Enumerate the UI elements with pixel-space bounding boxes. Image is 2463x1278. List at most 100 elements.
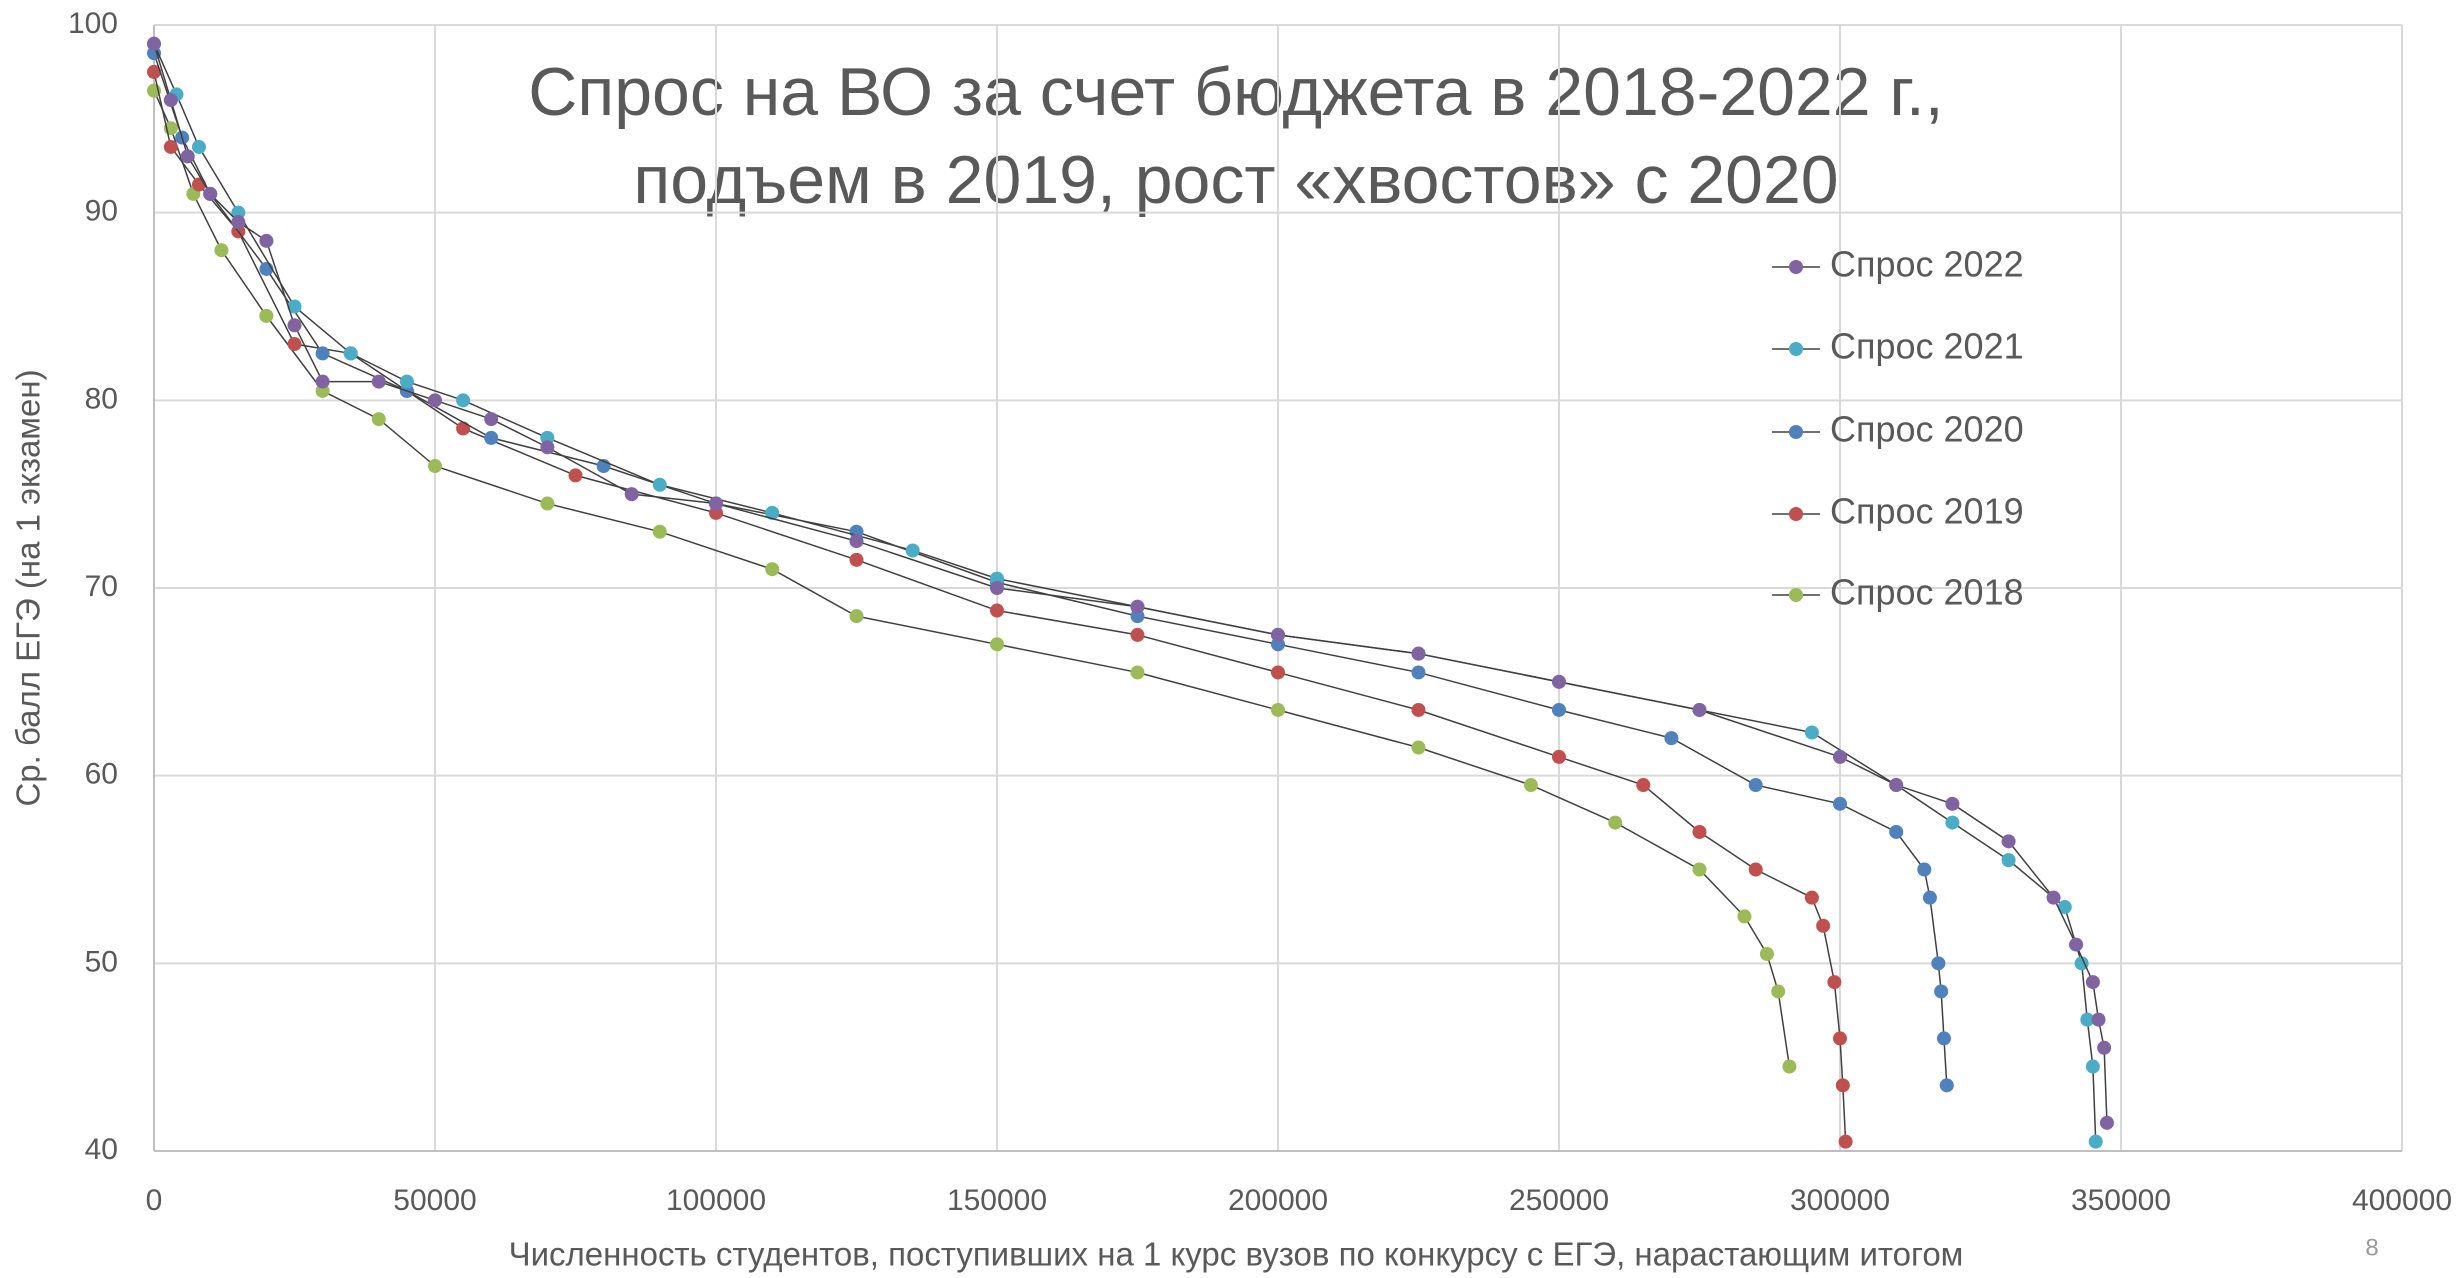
data-point xyxy=(1552,674,1566,689)
data-point xyxy=(147,64,161,79)
data-point xyxy=(2099,1115,2114,1130)
data-point xyxy=(484,412,499,427)
data-point xyxy=(849,534,864,549)
data-point xyxy=(1936,1031,1951,1046)
data-point xyxy=(2074,956,2089,971)
data-point xyxy=(315,346,330,361)
data-point xyxy=(1692,702,1707,717)
data-point xyxy=(259,308,274,323)
data-point xyxy=(428,393,442,408)
legend-marker xyxy=(1789,588,1803,602)
data-point xyxy=(1608,815,1623,830)
y-tick-label: 90 xyxy=(85,195,118,228)
y-tick-label: 50 xyxy=(85,945,118,978)
data-point xyxy=(2069,937,2084,952)
data-point xyxy=(371,374,386,389)
data-point xyxy=(849,552,864,567)
y-tick-label: 100 xyxy=(68,7,118,40)
data-point xyxy=(1411,702,1426,717)
data-point xyxy=(1737,909,1752,924)
data-point xyxy=(1552,749,1566,764)
data-point xyxy=(1692,862,1707,877)
data-point xyxy=(1804,725,1819,740)
x-tick-label: 150000 xyxy=(947,1184,1047,1217)
data-point xyxy=(1833,1031,1847,1046)
page-number: 8 xyxy=(2365,1234,2378,1261)
x-tick-label: 300000 xyxy=(1790,1184,1890,1217)
data-point xyxy=(1827,975,1842,990)
data-point xyxy=(1835,1078,1850,1093)
data-point xyxy=(1759,946,1774,961)
data-point xyxy=(1934,984,1949,999)
data-point xyxy=(191,139,206,154)
data-point xyxy=(1939,1078,1954,1093)
data-point xyxy=(1130,627,1145,642)
data-point xyxy=(163,139,178,154)
data-point xyxy=(990,581,1004,595)
data-point xyxy=(1271,627,1285,642)
data-point xyxy=(1271,702,1285,717)
legend-marker xyxy=(1789,425,1803,439)
data-point xyxy=(624,487,639,502)
data-point xyxy=(1922,890,1937,905)
data-point xyxy=(1833,796,1847,811)
data-point xyxy=(1889,778,1904,793)
data-point xyxy=(315,374,330,389)
data-point xyxy=(2088,1134,2103,1149)
data-point xyxy=(1771,984,1786,999)
data-point xyxy=(2091,1012,2106,1027)
data-point xyxy=(214,243,229,258)
data-point xyxy=(652,524,667,539)
data-point xyxy=(709,496,723,511)
data-point xyxy=(456,421,471,436)
legend-marker xyxy=(1789,342,1803,356)
data-point xyxy=(1748,778,1763,793)
data-point xyxy=(371,412,386,427)
data-point xyxy=(1833,749,1847,764)
data-point xyxy=(1945,796,1960,811)
data-point xyxy=(287,299,302,314)
data-point xyxy=(1945,815,1960,830)
data-point xyxy=(259,233,274,248)
x-tick-label: 200000 xyxy=(1228,1184,1328,1217)
data-point xyxy=(2097,1040,2112,1055)
data-point xyxy=(231,215,246,230)
x-tick-label: 350000 xyxy=(2071,1184,2171,1217)
data-point xyxy=(287,318,302,333)
data-point xyxy=(1692,824,1707,839)
data-point xyxy=(1523,778,1538,793)
x-axis-label: Численность студентов, поступивших на 1 … xyxy=(509,1236,1964,1273)
data-point xyxy=(343,346,358,361)
data-point xyxy=(765,505,780,520)
legend-label: Спрос 2018 xyxy=(1830,572,2024,613)
x-tick-label: 0 xyxy=(146,1184,163,1217)
data-point xyxy=(456,393,471,408)
data-point xyxy=(568,468,583,483)
x-tick-label: 250000 xyxy=(1509,1184,1609,1217)
legend-label: Спрос 2022 xyxy=(1830,244,2024,285)
y-tick-label: 40 xyxy=(85,1133,118,1166)
data-point xyxy=(765,562,780,577)
data-point xyxy=(484,430,499,445)
legend-label: Спрос 2021 xyxy=(1830,326,2024,367)
data-point xyxy=(1552,702,1566,717)
data-point xyxy=(1889,824,1904,839)
data-point xyxy=(905,543,920,558)
y-tick-label: 60 xyxy=(85,758,118,791)
legend-label: Спрос 2020 xyxy=(1830,409,2024,450)
x-tick-label: 400000 xyxy=(2352,1184,2452,1217)
data-point xyxy=(2085,1059,2100,1074)
data-point xyxy=(2057,900,2072,915)
data-point xyxy=(1748,862,1763,877)
data-point xyxy=(1636,778,1651,793)
data-point xyxy=(1782,1059,1797,1074)
data-point xyxy=(147,36,161,51)
data-point xyxy=(1931,956,1946,971)
data-point xyxy=(2080,1012,2095,1027)
data-point xyxy=(849,609,864,624)
data-point xyxy=(287,337,302,352)
data-point xyxy=(540,440,555,455)
data-point xyxy=(2001,834,2016,849)
data-point xyxy=(1816,918,1831,933)
data-point xyxy=(540,496,555,511)
